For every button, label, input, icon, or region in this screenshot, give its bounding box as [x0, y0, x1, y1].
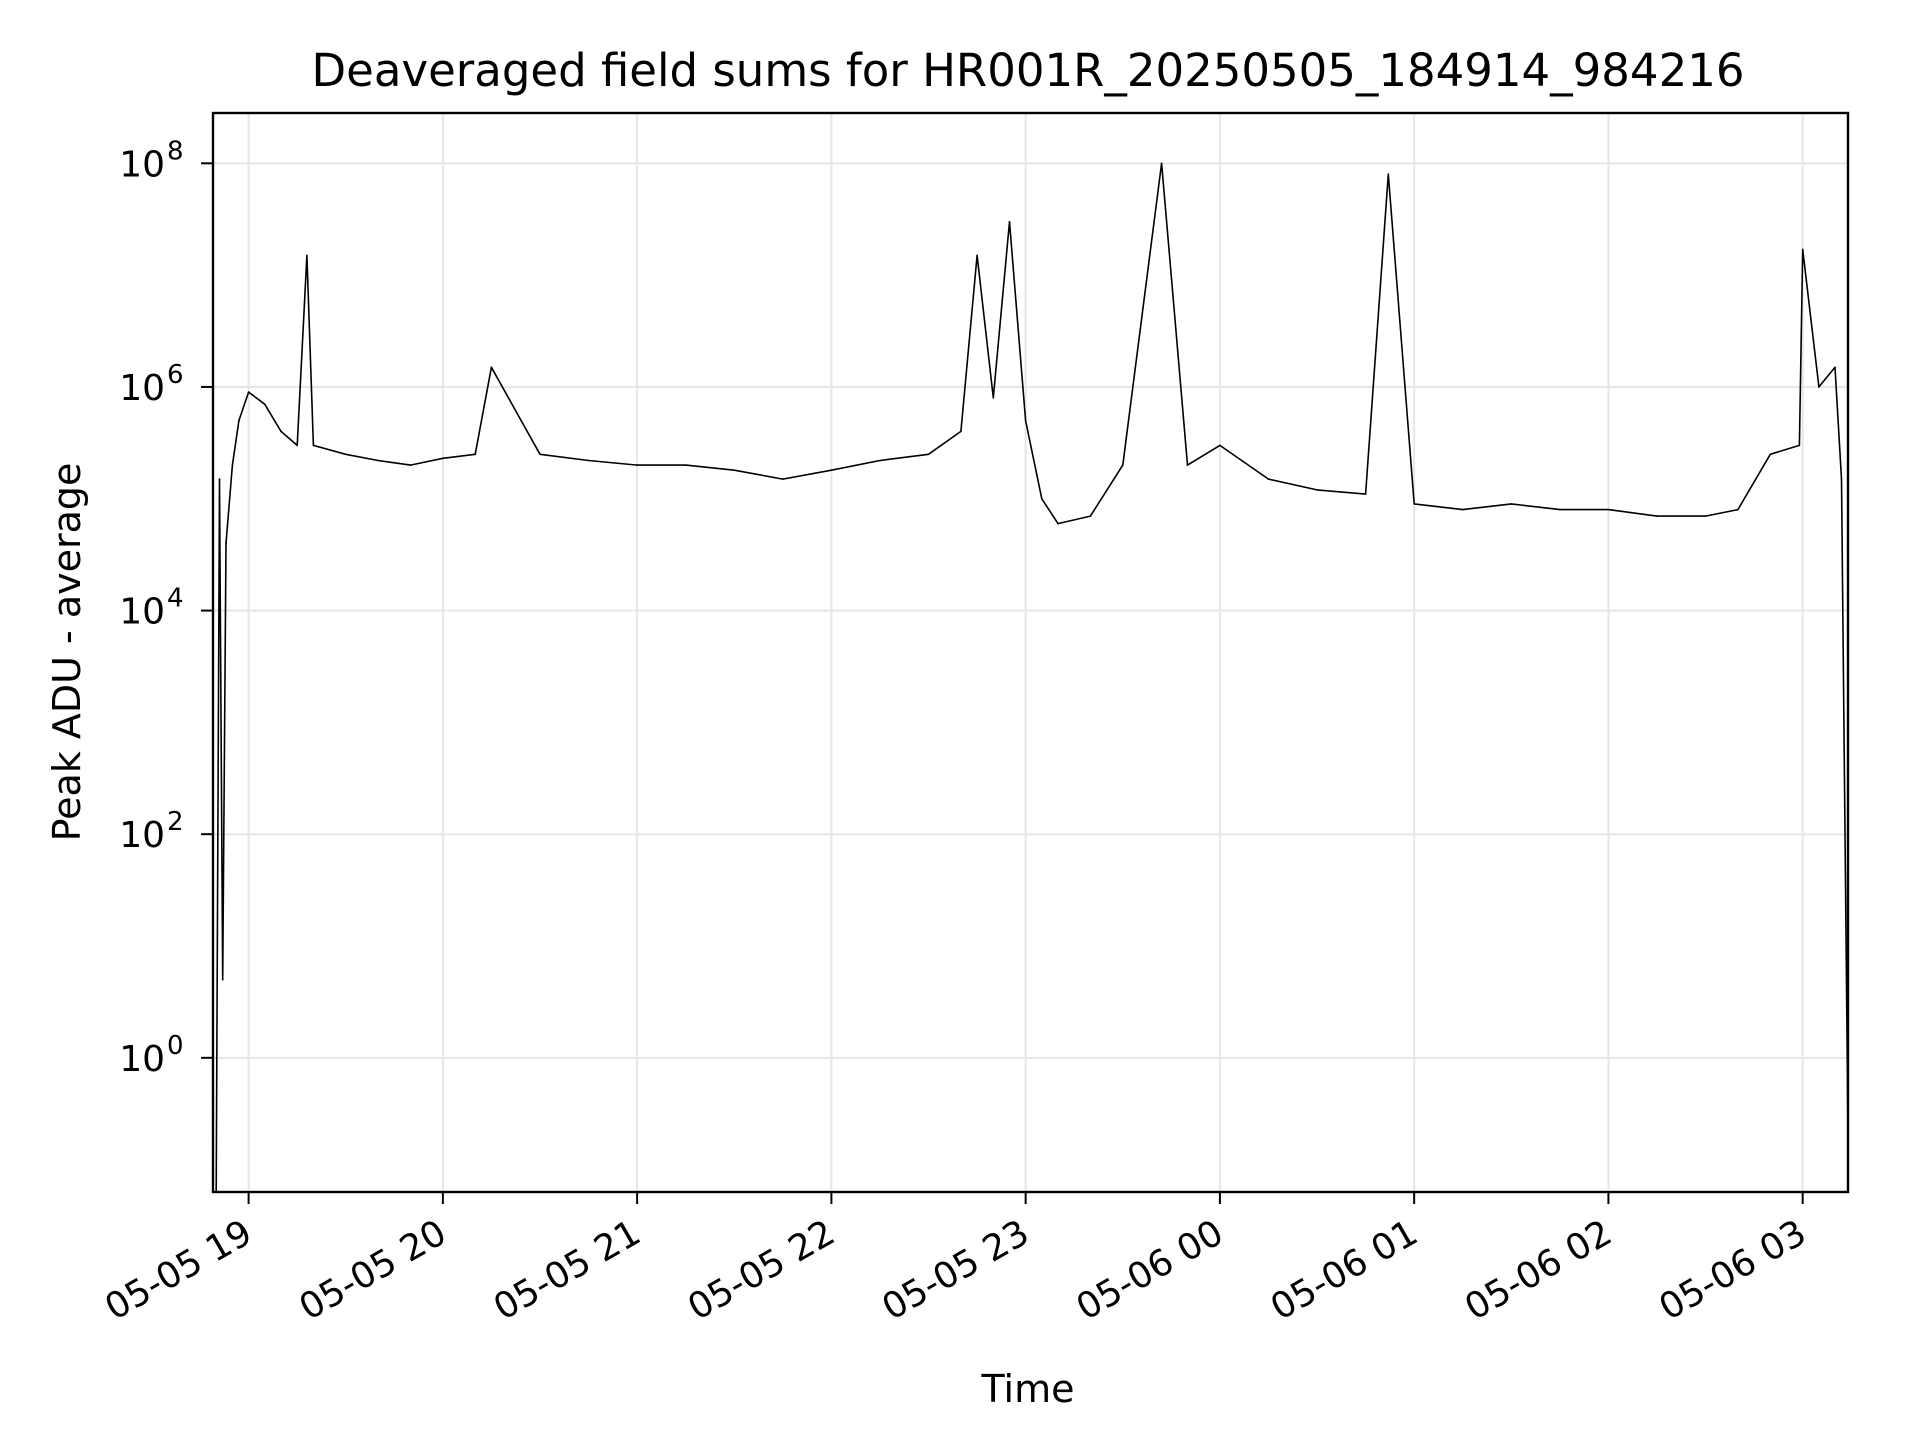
data-point: [296, 444, 299, 447]
data-point: [1160, 162, 1163, 165]
data-point: [1510, 503, 1513, 505]
y-tick-exponent: 6: [167, 360, 184, 390]
y-tick-exponent: 0: [167, 1031, 184, 1061]
data-point: [221, 978, 224, 981]
data-point: [927, 453, 930, 456]
data-point: [264, 403, 266, 406]
data-point: [960, 430, 962, 433]
y-tick-label: 10: [119, 592, 165, 633]
data-point: [1461, 508, 1464, 511]
y-tick-label: 10: [119, 144, 165, 185]
data-point: [1316, 489, 1318, 491]
y-axis-label: Peak ADU - average: [45, 463, 89, 842]
data-point: [1834, 366, 1836, 369]
data-point: [976, 254, 978, 257]
data-point: [218, 478, 221, 480]
grid-lines: [213, 113, 1848, 1192]
data-point: [490, 366, 493, 369]
data-point: [344, 453, 347, 456]
data-point: [474, 453, 477, 456]
data-point: [636, 464, 638, 466]
data-point: [1057, 522, 1059, 525]
data-point: [225, 542, 227, 545]
data-point: [1387, 173, 1390, 175]
data-point: [1024, 419, 1027, 422]
data-point: [1122, 464, 1124, 466]
data-point: [1559, 508, 1561, 511]
data-point: [684, 464, 687, 466]
data-point: [879, 459, 881, 462]
data-point: [1089, 515, 1092, 517]
data-point: [1364, 493, 1367, 495]
y-tick-exponent: 8: [167, 136, 184, 166]
data-point: [587, 459, 590, 462]
series-line: [215, 162, 1849, 1193]
data-point: [1818, 386, 1820, 388]
data-point: [1607, 508, 1610, 511]
y-tick-label: 10: [119, 368, 165, 409]
axes-frame: [211, 111, 1850, 1194]
data-point: [1801, 248, 1804, 251]
data-point: [1186, 464, 1189, 466]
data-point: [1798, 444, 1801, 447]
data-point: [1656, 515, 1658, 517]
y-tick-label: 10: [119, 1039, 165, 1080]
y-tick-exponent: 4: [167, 584, 184, 614]
data-point: [830, 469, 833, 472]
data-point: [377, 459, 379, 462]
x-axis-label: Time: [981, 1367, 1075, 1411]
data-point: [1413, 503, 1415, 505]
data-point: [280, 430, 282, 433]
y-tick-exponent: 2: [167, 807, 184, 837]
data-point: [1267, 478, 1270, 480]
data-point: [231, 464, 234, 466]
data-point: [442, 457, 444, 460]
data-point: [238, 419, 240, 422]
data-point: [1008, 221, 1011, 223]
data-point: [1219, 444, 1221, 447]
data-point: [782, 478, 784, 480]
data-point: [1769, 453, 1772, 456]
data-point: [409, 464, 412, 466]
data-point: [247, 391, 250, 393]
data-point: [539, 453, 541, 456]
data-point: [733, 469, 736, 472]
data-point: [1041, 498, 1043, 500]
data-point: [1704, 515, 1707, 517]
plot-area: [215, 162, 1849, 1193]
data-point: [306, 254, 308, 257]
chart-title: Deaveraged field sums for HR001R_2025050…: [312, 44, 1745, 97]
data-point: [312, 444, 315, 447]
data-point: [992, 397, 995, 399]
y-tick-label: 10: [119, 815, 165, 856]
data-point: [1737, 508, 1739, 511]
data-point: [1840, 478, 1843, 480]
